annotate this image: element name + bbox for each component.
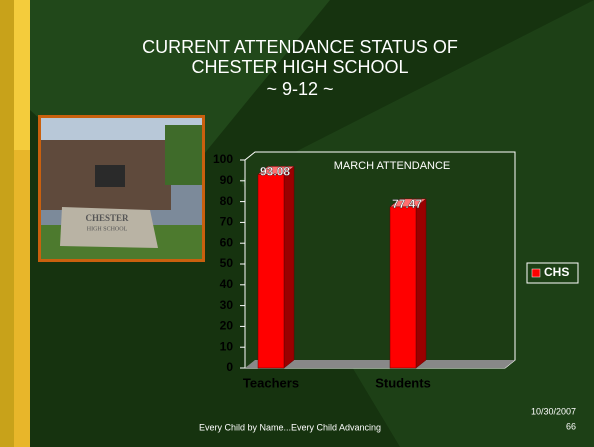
bar bbox=[258, 174, 284, 368]
y-tick-label: 90 bbox=[220, 173, 234, 187]
slide-title: CURRENT ATTENDANCE STATUS OF bbox=[142, 37, 458, 57]
photo-sign: HIGH SCHOOL bbox=[87, 226, 128, 232]
x-tick-label: Teachers bbox=[243, 375, 299, 390]
y-tick-label: 50 bbox=[220, 256, 234, 270]
value-label: 77.47 bbox=[392, 197, 422, 211]
bar bbox=[390, 207, 416, 368]
slide-title: ~ 9-12 ~ bbox=[266, 79, 333, 99]
bar-side bbox=[416, 199, 426, 368]
slide-title: CHESTER HIGH SCHOOL bbox=[191, 57, 408, 77]
page-number: 66 bbox=[566, 421, 576, 431]
x-tick-label: Students bbox=[375, 375, 431, 390]
legend-swatch bbox=[532, 269, 540, 277]
bar-side bbox=[284, 166, 294, 368]
y-tick-label: 20 bbox=[220, 319, 234, 333]
date: 10/30/2007 bbox=[531, 406, 576, 416]
y-tick-label: 60 bbox=[220, 235, 234, 249]
photo-sign: CHESTER bbox=[85, 213, 129, 223]
value-label: 93.08 bbox=[260, 165, 290, 179]
chart-title: MARCH ATTENDANCE bbox=[334, 160, 451, 172]
y-tick-label: 70 bbox=[220, 215, 234, 229]
y-tick-label: 10 bbox=[220, 339, 234, 353]
y-tick-label: 40 bbox=[220, 277, 234, 291]
gold-strip bbox=[14, 0, 30, 150]
y-tick-label: 30 bbox=[220, 298, 234, 312]
y-tick-label: 80 bbox=[220, 194, 234, 208]
legend-label: CHS bbox=[544, 265, 569, 279]
y-tick-label: 100 bbox=[213, 152, 233, 166]
footer: Every Child by Name...Every Child Advanc… bbox=[199, 422, 381, 432]
photo: CHESTER HIGH SCHOOL bbox=[38, 115, 205, 262]
slide: CURRENT ATTENDANCE STATUS OF CHESTER HIG… bbox=[0, 0, 594, 447]
y-tick-label: 0 bbox=[226, 360, 233, 374]
gold-strip bbox=[0, 0, 14, 447]
